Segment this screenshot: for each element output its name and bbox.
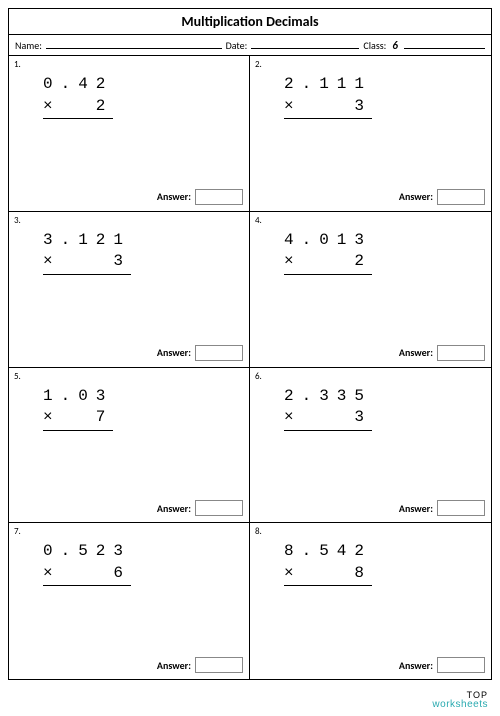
problem-cell: 6.2.335×3Answer: xyxy=(250,368,491,524)
date-field-line[interactable] xyxy=(251,38,359,49)
answer-row: Answer: xyxy=(256,189,485,207)
answer-label: Answer: xyxy=(157,502,191,515)
answer-input[interactable] xyxy=(195,500,243,516)
problem-body: 4.013×2 xyxy=(284,230,372,275)
multiplier: 3 xyxy=(113,251,131,273)
answer-row: Answer: xyxy=(15,657,243,675)
name-label: Name: xyxy=(15,39,42,52)
answer-label: Answer: xyxy=(157,190,191,203)
answer-row: Answer: xyxy=(15,500,243,518)
answer-label: Answer: xyxy=(399,190,433,203)
answer-row: Answer: xyxy=(15,189,243,207)
multiplier: 3 xyxy=(354,96,372,118)
problem-cell: 5.1.03×7Answer: xyxy=(9,368,250,524)
problem-grid: 1.0.42×2Answer:2.2.111×3Answer:3.3.121×3… xyxy=(9,56,491,679)
answer-input[interactable] xyxy=(437,189,485,205)
answer-input[interactable] xyxy=(195,189,243,205)
class-value: 6 xyxy=(390,39,400,52)
multiplier-row: ×7 xyxy=(43,407,113,431)
times-icon: × xyxy=(284,96,294,118)
problem-cell: 4.4.013×2Answer: xyxy=(250,212,491,368)
multiplier-row: ×6 xyxy=(43,563,131,587)
answer-label: Answer: xyxy=(399,659,433,672)
answer-label: Answer: xyxy=(399,502,433,515)
answer-input[interactable] xyxy=(195,345,243,361)
multiplier-row: ×3 xyxy=(284,407,372,431)
class-label: Class: xyxy=(363,39,386,52)
multiplicand: 1.03 xyxy=(43,386,113,408)
problem-cell: 2.2.111×3Answer: xyxy=(250,56,491,212)
problem-cell: 7.0.523×6Answer: xyxy=(9,523,250,679)
multiplicand: 2.111 xyxy=(284,74,372,96)
answer-label: Answer: xyxy=(157,346,191,359)
times-icon: × xyxy=(43,563,53,585)
multiplier: 7 xyxy=(96,407,114,429)
problem-number: 3. xyxy=(14,215,21,226)
problem-body: 0.523×6 xyxy=(43,541,131,586)
multiplicand: 3.121 xyxy=(43,230,131,252)
problem-cell: 1.0.42×2Answer: xyxy=(9,56,250,212)
multiplier: 3 xyxy=(354,407,372,429)
multiplicand: 8.542 xyxy=(284,541,372,563)
answer-input[interactable] xyxy=(437,500,485,516)
footer-logo: TOP worksheets xyxy=(432,691,488,710)
problem-cell: 8.8.542×8Answer: xyxy=(250,523,491,679)
multiplicand: 2.335 xyxy=(284,386,372,408)
problem-body: 0.42×2 xyxy=(43,74,113,119)
footer-line2: worksheets xyxy=(432,700,488,710)
multiplier: 8 xyxy=(354,563,372,585)
worksheet-page: Multiplication Decimals Name: Date: Clas… xyxy=(8,8,492,680)
class-field-line[interactable] xyxy=(404,38,485,49)
problem-cell: 3.3.121×3Answer: xyxy=(9,212,250,368)
answer-label: Answer: xyxy=(157,659,191,672)
times-icon: × xyxy=(284,251,294,273)
problem-number: 4. xyxy=(255,215,262,226)
meta-bar: Name: Date: Class: 6 xyxy=(9,35,491,56)
multiplier-row: ×2 xyxy=(43,96,113,120)
answer-row: Answer: xyxy=(256,500,485,518)
multiplier: 2 xyxy=(96,96,114,118)
date-label: Date: xyxy=(226,39,248,52)
answer-label: Answer: xyxy=(399,346,433,359)
multiplicand: 0.42 xyxy=(43,74,113,96)
page-title: Multiplication Decimals xyxy=(9,9,491,35)
problem-number: 6. xyxy=(255,371,262,382)
answer-input[interactable] xyxy=(195,657,243,673)
multiplier: 2 xyxy=(354,251,372,273)
times-icon: × xyxy=(284,563,294,585)
problem-body: 2.335×3 xyxy=(284,386,372,431)
multiplicand: 4.013 xyxy=(284,230,372,252)
problem-number: 1. xyxy=(14,59,21,70)
answer-row: Answer: xyxy=(256,657,485,675)
problem-body: 1.03×7 xyxy=(43,386,113,431)
problem-body: 8.542×8 xyxy=(284,541,372,586)
answer-input[interactable] xyxy=(437,345,485,361)
problem-number: 7. xyxy=(14,526,21,537)
answer-input[interactable] xyxy=(437,657,485,673)
problem-body: 3.121×3 xyxy=(43,230,131,275)
times-icon: × xyxy=(284,407,294,429)
multiplicand: 0.523 xyxy=(43,541,131,563)
multiplier-row: ×2 xyxy=(284,251,372,275)
problem-body: 2.111×3 xyxy=(284,74,372,119)
times-icon: × xyxy=(43,251,53,273)
problem-number: 2. xyxy=(255,59,262,70)
multiplier-row: ×3 xyxy=(284,96,372,120)
times-icon: × xyxy=(43,96,53,118)
problem-number: 5. xyxy=(14,371,21,382)
multiplier-row: ×8 xyxy=(284,563,372,587)
times-icon: × xyxy=(43,407,53,429)
problem-number: 8. xyxy=(255,526,262,537)
multiplier-row: ×3 xyxy=(43,251,131,275)
name-field-line[interactable] xyxy=(46,38,222,49)
answer-row: Answer: xyxy=(256,345,485,363)
answer-row: Answer: xyxy=(15,345,243,363)
multiplier: 6 xyxy=(113,563,131,585)
